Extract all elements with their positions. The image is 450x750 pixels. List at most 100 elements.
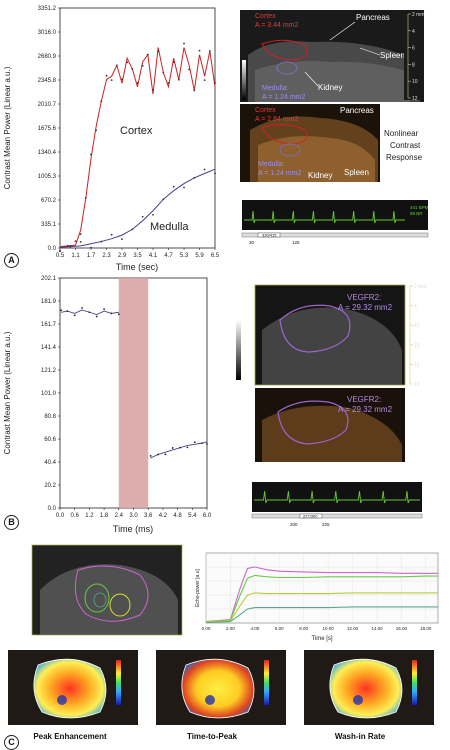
panel-a-ecg: 441 BPM 85 BR 330/415 30 125 [241, 200, 429, 245]
c-x-tick-label: 16.00 [396, 626, 408, 631]
cortex-roi-bottom [261, 124, 308, 145]
c-x-tick-label: 14.00 [371, 626, 383, 631]
panel-a-x-ticks: 0.5 1.1 1.7 2.3 2.9 3.5 4.1 4.7 5.3 5.9 6.5 [56, 248, 220, 259]
a-data-point [136, 81, 139, 84]
us-a-top-cortex-label: Cortex [255, 13, 276, 20]
a-data-point [90, 246, 92, 249]
a-y-tick-label: 335.1 [41, 222, 57, 228]
a-y-tick-label: 2345.8 [38, 78, 57, 84]
c-x-tick-label: 4.00 [250, 626, 259, 631]
a-data-point [193, 89, 196, 92]
ecg-b-t2: 225 [322, 522, 330, 527]
panel-b-x-ticks: 0.0 0.6 1.2 1.8 2.4 3.0 3.6 4.2 4.8 5.4 6.0 [56, 508, 212, 519]
ecg-a-t2: 125 [292, 240, 300, 245]
a-data-point [90, 153, 92, 156]
a-x-tick-label: 5.9 [195, 253, 204, 259]
b-x-tick-label: 5.4 [188, 513, 197, 519]
map-caption-peak: Peak Enhancement [33, 732, 107, 741]
map-colorbar-0 [116, 660, 121, 705]
us-a-top-medulla-label: Medulla: [262, 85, 289, 92]
scale-label: 47 [414, 323, 420, 329]
ecg-a-t1: 30 [249, 240, 255, 245]
ecg-a-frame [242, 200, 428, 230]
b-data-point [88, 311, 91, 314]
roi-c-green [84, 583, 110, 613]
panel-a-chart: 0.0 335.1 670.2 1005.3 1340.4 1675.6 2010.7 234… [3, 6, 220, 272]
scale-label: 10 [412, 79, 418, 85]
a-y-tick-label: 3016.0 [38, 30, 57, 36]
panel-c-grid [206, 566, 438, 610]
nonlinear-label-2: Contrast [390, 141, 421, 150]
map-spot-1 [205, 695, 215, 705]
a-data-point [100, 100, 103, 103]
b-y-tick-label: 0.0 [48, 506, 57, 512]
map-spot-0 [57, 695, 67, 705]
c-series-line-1 [205, 574, 438, 623]
b-x-tick-label: 6.0 [203, 513, 212, 519]
gray-scale-bar [242, 60, 246, 100]
vegfr-roi-bottom [277, 400, 349, 445]
a-data-point [172, 185, 175, 188]
c-x-tick-label: 10.00 [322, 626, 334, 631]
us-a-bottom-cortex-label: Cortex [255, 107, 276, 114]
a-data-point [69, 245, 72, 248]
b-data-point [149, 455, 152, 457]
a-data-point [183, 186, 185, 189]
a-x-tick-label: 6.5 [211, 253, 220, 259]
a-data-point [152, 213, 154, 216]
b-y-tick-label: 161.7 [41, 322, 57, 328]
c-x-tick-label: 2.00 [226, 626, 235, 631]
b-y-tick-label: 80.8 [44, 414, 56, 420]
c-series-line-2 [205, 592, 438, 623]
scale-label: 4 [412, 29, 415, 35]
b-data-point [193, 441, 196, 444]
a-data-point [172, 61, 175, 64]
scale-label: 6 [412, 46, 415, 52]
panel-c-chart: 0.00 2.00 4.00 6.00 8.00 10.00 12.00 14.00 16.00… [195, 552, 439, 642]
b-data-point [206, 443, 208, 445]
map-colorbar-1 [264, 660, 269, 705]
map-spot-2 [353, 695, 363, 705]
b-data-point [117, 313, 120, 316]
vegfr-roi-top [279, 304, 351, 353]
us-a-top-cortex-area: A = 3.44 mm2 [255, 22, 298, 29]
ecg-a-trace [244, 210, 405, 224]
b-data-point [66, 310, 69, 313]
a-data-point [157, 50, 160, 53]
a-y-tick-label: 670.2 [41, 198, 57, 204]
a-data-point [84, 196, 87, 199]
panel-b-chart: 0.0 20.2 40.4 60.6 80.8 101.0 121.2 141.4 161.7 1… [3, 276, 212, 534]
a-data-point [74, 240, 77, 243]
map-tumor-2 [329, 658, 403, 719]
panel-c-x-ticks: 0.00 2.00 4.00 6.00 8.00 10.00 12.00 14.00 16.00… [202, 553, 432, 631]
nonlinear-label-1: Nonlinear [384, 129, 419, 138]
panel-c-series [205, 566, 438, 623]
a-y-tick-label: 0.0 [48, 246, 57, 252]
b-data-point [201, 442, 204, 445]
ecg-b-t1: 200 [290, 522, 298, 527]
a-x-tick-label: 1.1 [71, 253, 80, 259]
us-a-bottom-kidney: Kidney [308, 171, 332, 180]
a-x-tick-label: 2.3 [102, 253, 111, 259]
a-data-point [188, 68, 191, 71]
panel-b-y-label: Contrast Mean Power (Linear a.u.) [3, 331, 12, 454]
b-x-tick-label: 1.8 [100, 513, 109, 519]
b-x-tick-label: 0.0 [56, 513, 65, 519]
a-data-point [183, 42, 185, 45]
a-x-tick-label: 4.1 [149, 253, 158, 259]
panel-a-ultrasound-bottom: Cortex A = 2.84 mm2 Medulla: A = 1.24 mm… [240, 104, 423, 182]
panel-c-parametric-maps [8, 650, 434, 725]
b-x-tick-label: 4.8 [173, 513, 182, 519]
map-caption-washin: Wash-in Rate [335, 732, 386, 741]
c-x-tick-label: 0.00 [202, 626, 211, 631]
panel-a-series [59, 42, 216, 253]
a-y-tick-label: 2010.7 [38, 102, 57, 108]
panel-a-y-label: Contrast Mean Power (Linear a.u.) [3, 66, 12, 189]
a-data-point [198, 49, 201, 52]
b-x-tick-label: 1.2 [85, 513, 94, 519]
a-data-point [203, 168, 206, 171]
a-data-point [131, 68, 134, 70]
panel-c-ultrasound [31, 544, 183, 636]
a-y-tick-label: 2680.9 [38, 54, 57, 60]
us-a-bottom-medulla-area: A = 1.24 mm2 [258, 170, 301, 177]
